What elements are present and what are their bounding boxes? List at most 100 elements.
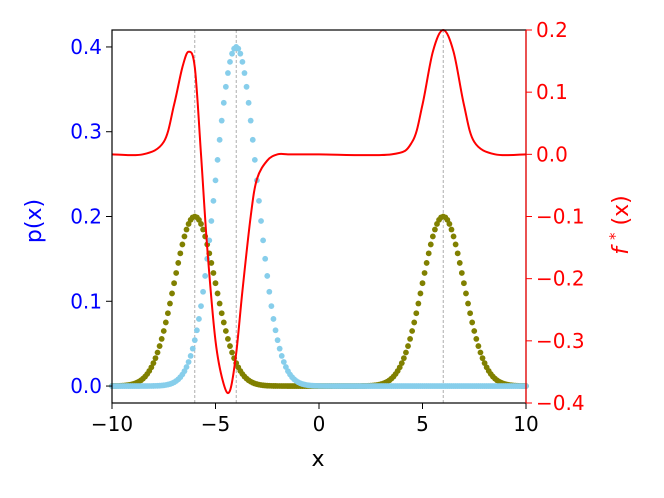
series-0-point-44 (200, 226, 206, 233)
series-0 (109, 213, 529, 389)
y-axis-left: 0.0 0.1 0.2 0.3 0.4 (70, 35, 112, 398)
series-1-point-68 (249, 136, 256, 143)
series-1-point-40 (191, 337, 198, 344)
y-right-tick-label-0: −0.4 (536, 391, 585, 415)
series-0-point-156 (432, 226, 438, 233)
series-0-point-154 (427, 241, 434, 248)
series-0-point-165 (450, 233, 457, 240)
series-0-point-147 (413, 310, 420, 317)
series-0-point-56 (225, 336, 231, 342)
series-1-point-65 (243, 83, 250, 90)
series-0-point-31 (173, 270, 180, 276)
series-1-point-44 (200, 288, 206, 295)
series-0-point-141 (400, 355, 407, 362)
y-axis-right-label: f * (x) (601, 195, 634, 254)
series-0-point-170 (461, 280, 467, 287)
series-0-point-53 (218, 310, 225, 317)
series-0-point-26 (162, 319, 169, 326)
series-0-point-20 (150, 360, 157, 366)
series-1-point-73 (260, 237, 267, 244)
series-0-point-34 (179, 241, 186, 248)
series-0-point-155 (429, 233, 436, 240)
y-axis-right-label-tail: (x) (609, 195, 634, 225)
series-0-point-28 (167, 300, 173, 307)
y-left-tick-label-4: 0.4 (70, 35, 102, 59)
series-1-point-48 (208, 218, 215, 224)
x-tick-label-1: −5 (201, 412, 230, 436)
series-1-point-50 (212, 177, 219, 184)
series-1-point-76 (266, 288, 273, 295)
series-0-point-163 (446, 221, 453, 227)
series-0-point-29 (169, 290, 175, 297)
x-axis-label: x (311, 447, 324, 472)
plot-frame (111, 29, 527, 404)
series-0-point-30 (171, 280, 178, 287)
plot-area (109, 28, 529, 403)
series-2 (111, 28, 527, 395)
y-right-tick-label-1: −0.3 (536, 329, 585, 353)
series-0-point-174 (469, 319, 476, 326)
y-left-tick-label-3: 0.3 (70, 120, 102, 144)
series-0-point-166 (452, 241, 459, 248)
series-1-point-83 (280, 359, 287, 365)
series-1-point-56 (225, 70, 231, 76)
series-1-point-36 (183, 364, 190, 370)
series-1-point-51 (214, 156, 221, 163)
series-0-point-143 (405, 343, 411, 349)
series-0-point-21 (152, 355, 159, 362)
series-1-point-41 (193, 327, 200, 334)
series-0-point-164 (448, 226, 455, 233)
series-0-point-36 (183, 226, 190, 233)
y-right-tick-label-6: 0.2 (536, 18, 568, 42)
y-left-tick-label-0: 0.0 (70, 374, 102, 398)
series-1-point-74 (262, 255, 269, 262)
series-0-point-25 (160, 328, 167, 334)
series-1-point-69 (251, 156, 258, 163)
series-1-point-38 (187, 352, 194, 359)
series-1-point-49 (210, 197, 217, 204)
series-1 (109, 44, 529, 389)
series-0-point-153 (425, 250, 432, 257)
series-1-point-54 (220, 99, 227, 106)
series-0-point-171 (463, 290, 469, 297)
series-0-point-178 (477, 349, 484, 356)
series-0-point-32 (175, 260, 182, 266)
series-1-point-64 (241, 70, 248, 76)
series-0-point-179 (479, 355, 486, 362)
series-2-line (111, 28, 527, 395)
x-tick-label-4: 10 (513, 412, 538, 436)
series-1-point-63 (239, 58, 246, 65)
series-0-point-175 (471, 328, 478, 334)
y-axis-right-label-base: f (609, 244, 634, 255)
series-0-point-49 (210, 270, 217, 276)
series-0-point-58 (229, 349, 235, 356)
series-0-point-168 (456, 260, 463, 266)
series-1-point-57 (227, 58, 233, 65)
series-1-point-45 (202, 273, 209, 279)
series-0-point-173 (467, 310, 474, 317)
series-1-point-55 (222, 83, 229, 90)
series-1-point-75 (264, 273, 271, 279)
series-0-point-169 (458, 270, 465, 276)
series-0-point-146 (411, 319, 418, 326)
series-1-point-80 (274, 337, 281, 344)
series-0-point-33 (177, 250, 184, 257)
series-1-point-39 (189, 345, 196, 352)
y-left-tick-label-1: 0.1 (70, 289, 102, 313)
series-0-point-54 (220, 319, 227, 326)
y-left-tick-label-2: 0.2 (70, 205, 102, 229)
y-axis-right-label-sup: * (606, 232, 624, 240)
series-0-point-55 (222, 328, 229, 334)
series-0-point-35 (181, 233, 188, 240)
series-1-point-82 (278, 352, 285, 359)
series-1-point-61 (235, 45, 242, 52)
series-1-point-78 (270, 316, 277, 322)
series-1-point-37 (185, 359, 192, 365)
y-axis-right: −0.4 −0.3 −0.2 −0.1 0.0 0.1 0.2 (525, 18, 585, 415)
series-layer (109, 28, 529, 395)
y-right-tick-label-4: 0.0 (536, 142, 568, 166)
series-1-point-67 (247, 117, 254, 124)
series-0-point-48 (208, 260, 215, 266)
series-1-point-42 (196, 316, 202, 322)
y-axis-left-label: p(x) (22, 199, 47, 243)
